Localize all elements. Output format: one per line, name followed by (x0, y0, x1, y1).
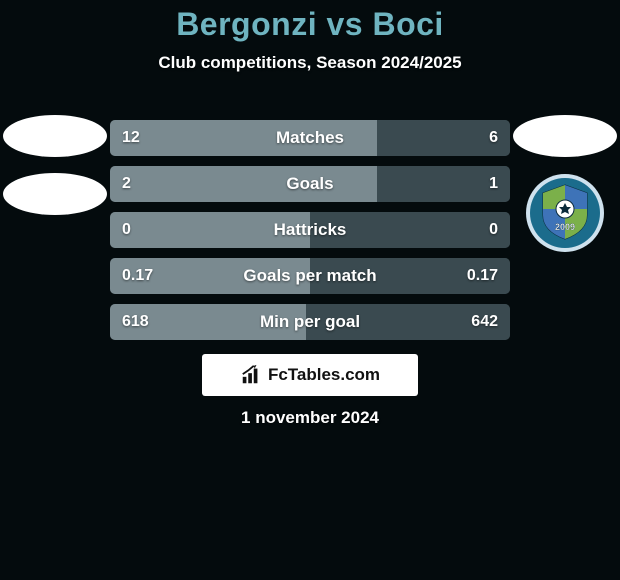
crest-icon: 2009 (525, 173, 605, 253)
stat-row: 00Hattricks (110, 212, 510, 248)
stat-value-left: 618 (122, 304, 149, 340)
stat-value-right: 1 (489, 166, 498, 202)
player-right-avatar-placeholder (513, 115, 617, 157)
stat-value-right: 6 (489, 120, 498, 156)
stat-bar-left (110, 166, 377, 202)
stat-row: 126Matches (110, 120, 510, 156)
stat-bar-left (110, 120, 377, 156)
brand-chart-icon (240, 364, 262, 386)
stat-value-left: 0 (122, 212, 131, 248)
player-right-column: 2009 (510, 115, 620, 253)
stats-container: 126Matches21Goals00Hattricks0.170.17Goal… (110, 120, 510, 340)
page-title: Bergonzi vs Boci (0, 0, 620, 43)
stat-value-left: 2 (122, 166, 131, 202)
stat-row: 21Goals (110, 166, 510, 202)
player-left-avatar-placeholder (3, 115, 107, 157)
stat-value-right: 0.17 (467, 258, 498, 294)
stat-row: 0.170.17Goals per match (110, 258, 510, 294)
crest-year: 2009 (555, 222, 575, 232)
brand-box: FcTables.com (202, 354, 418, 396)
stat-bar-left (110, 212, 310, 248)
stat-value-right: 642 (471, 304, 498, 340)
stat-bar-right (310, 212, 510, 248)
stat-row: 618642Min per goal (110, 304, 510, 340)
stat-value-right: 0 (489, 212, 498, 248)
player-right-club-crest: 2009 (525, 173, 605, 253)
player-left-column (0, 115, 110, 231)
stat-value-left: 0.17 (122, 258, 153, 294)
player-left-club-placeholder (3, 173, 107, 215)
stat-value-left: 12 (122, 120, 140, 156)
date-line: 1 november 2024 (0, 408, 620, 428)
brand-text: FcTables.com (268, 365, 380, 385)
subtitle: Club competitions, Season 2024/2025 (0, 53, 620, 73)
